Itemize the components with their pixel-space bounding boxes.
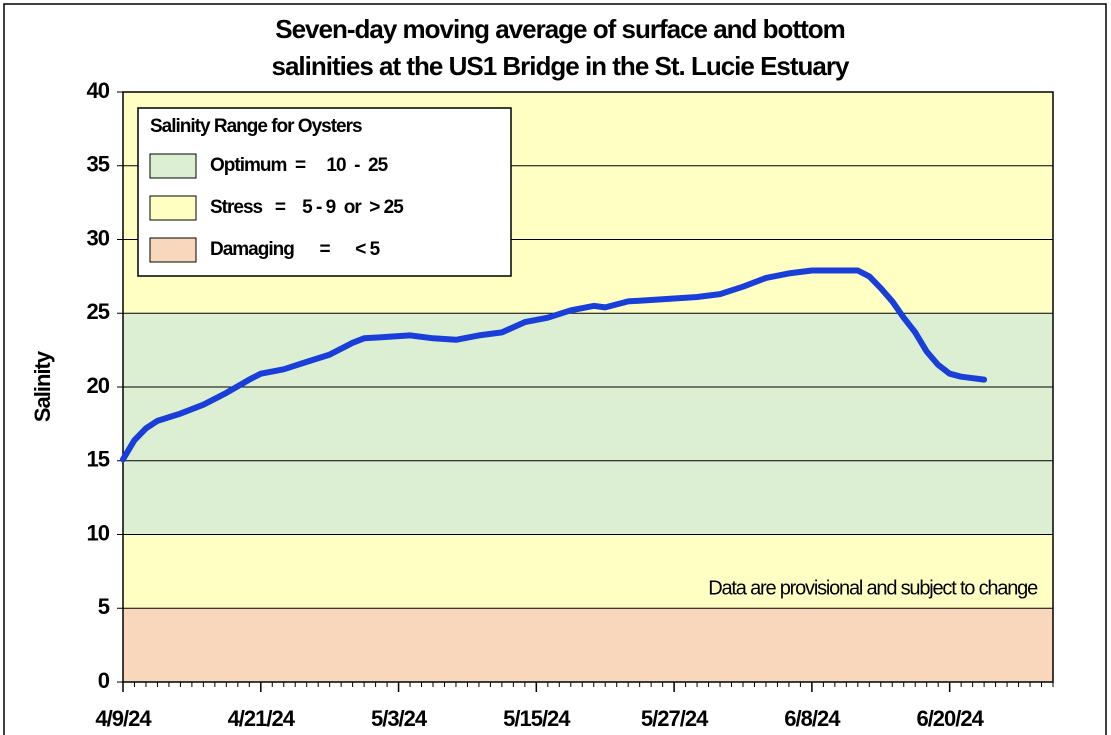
x-tick-label: 5/3/24 <box>371 706 428 731</box>
salinity-band <box>123 313 1053 535</box>
y-tick-label: 30 <box>87 225 110 250</box>
legend-swatch <box>149 195 197 221</box>
legend-swatch <box>149 153 197 179</box>
legend-swatch <box>149 237 197 263</box>
plot-border <box>122 91 1054 683</box>
legend-label: Damaging = < 5 <box>210 239 381 260</box>
x-tick-label: 6/20/24 <box>916 706 984 731</box>
y-axis-label: Salinity <box>30 350 55 422</box>
y-tick-label: 35 <box>87 152 110 177</box>
legend-title: Salinity Range for Oysters <box>150 116 362 137</box>
x-tick-label: 5/27/24 <box>641 706 709 731</box>
y-tick-label: 25 <box>87 299 110 324</box>
x-tick-label: 6/8/24 <box>784 706 841 731</box>
salinity-line <box>120 267 988 463</box>
salinity-band <box>123 608 1053 682</box>
legend-box <box>137 107 512 277</box>
y-tick-label: 10 <box>87 520 110 545</box>
y-tick-label: 5 <box>98 594 110 619</box>
legend-label: Stress = 5 - 9 or > 25 <box>210 197 404 218</box>
x-tick-label: 4/21/24 <box>228 706 296 731</box>
legend-label: Optimum = 10 - 25 <box>210 155 389 176</box>
chart-title: salinities at the US1 Bridge in the St. … <box>272 51 850 81</box>
x-tick-label: 4/9/24 <box>95 706 152 731</box>
y-tick-label: 15 <box>87 447 110 472</box>
x-tick-label: 5/15/24 <box>503 706 571 731</box>
y-tick-label: 40 <box>87 78 110 103</box>
y-tick-label: 20 <box>87 373 110 398</box>
salinity-band <box>123 534 1053 609</box>
chart-title: Seven-day moving average of surface and … <box>275 14 845 44</box>
y-tick-label: 0 <box>98 668 110 693</box>
annotation: Data are provisional and subject to chan… <box>708 577 1038 599</box>
